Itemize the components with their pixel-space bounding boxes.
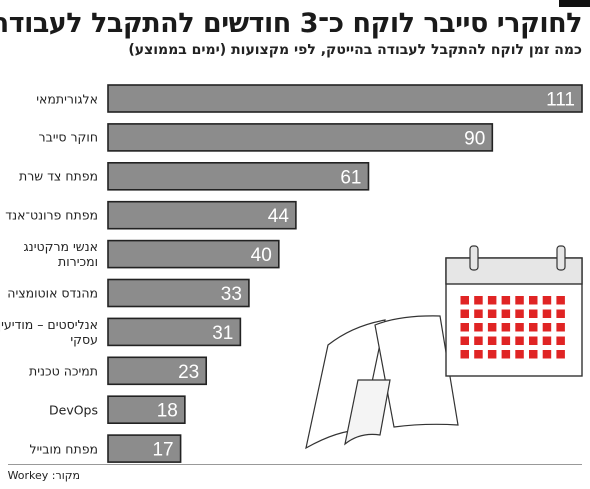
calendar-day-square [515,350,524,359]
category-label-7: אנליסטים – מודיעין עסקי [0,316,98,347]
bar-7 [107,317,242,347]
bar-9-value-label: 18 [157,401,178,422]
calendar-day-square [542,309,552,318]
calendar-day-square [460,336,469,345]
top-accent-rule [559,0,590,7]
calendar-day-square [515,309,524,318]
source-note: מקור: Workey [7,469,80,482]
calendar-day-square [474,309,483,318]
calendar-day-square [501,350,511,359]
paper-sheets-icon [305,315,459,450]
calendar-day-square [487,323,497,332]
bar-8-value-label: 23 [178,362,199,383]
calendar-day-square [487,336,497,345]
calendar-day-square [474,336,483,345]
calendar-day-square [474,296,483,305]
calendar-day-square [515,336,524,345]
calendar-day-square [501,296,511,305]
calendar-day-square [474,323,483,332]
calendar-day-square [556,296,565,305]
calendar-day-square [556,336,565,345]
calendar-day-square [515,296,524,305]
calendar-day-square [460,309,469,318]
calendar-day-square [529,350,538,359]
bar-6-value-label: 33 [221,284,242,305]
category-label-10: מפתח מובייל [29,441,98,457]
bar-2-value-label: 90 [464,128,485,149]
category-label-8: תמיכה טכנית [29,363,98,379]
calendar-day-square [487,309,497,318]
category-label-3: מפתח צד שרת [19,168,98,184]
calendar-day-square [542,296,552,305]
chart-subtitle: כמה זמן לוקח להתקבל לעבודה בהייטק, לפי מ… [128,42,582,58]
category-label-2: חוקר סייבר [38,129,98,145]
calendar-day-square [556,350,565,359]
calendar-day-square [529,309,538,318]
calendar-day-square [515,323,524,332]
calendar-day-square [542,323,552,332]
bar-1-value-label: 111 [546,90,575,111]
category-label-1: אלגוריתמאי [36,91,98,106]
bar-3 [107,162,370,191]
bar-5 [107,239,280,269]
calendar-icon [445,245,583,377]
category-label-6: מהנדס אוטומציה [7,285,98,301]
bar-5-value-label: 40 [251,245,272,266]
calendar-illustration [305,245,583,450]
calendar-day-square [474,350,483,359]
calendar-day-square [529,296,538,305]
calendar-day-square [501,336,511,345]
bar-3-value-label: 61 [340,167,361,188]
calendar-day-square [501,323,511,332]
calendar-day-square [529,323,538,332]
calendar-day-square [460,296,469,305]
category-label-9: DevOps [49,402,98,418]
calendar-day-square [542,336,552,345]
calendar-day-square [487,296,497,305]
calendar-day-square [501,309,511,318]
chart-title: לחוקרי סייבר לוקח כ־3 חודשים להתקבל לעבו… [0,8,583,39]
bar-10-value-label: 17 [152,440,173,461]
calendar-day-square [542,350,552,359]
bottom-rule [8,464,582,465]
bar-4-value-label: 44 [268,206,290,227]
calendar-day-square [556,323,565,332]
bar-4 [107,200,297,230]
bar-10 [107,434,182,463]
bar-7-value-label: 31 [212,323,233,344]
bar-6 [107,278,250,308]
bar-9 [107,395,186,425]
bar-1 [107,84,583,113]
bar-2 [107,123,494,152]
calendar-day-square [460,350,469,359]
category-label-4: מפתח פרונט־אנד [5,207,98,223]
calendar-day-square [556,309,565,318]
calendar-day-square [460,323,469,332]
calendar-day-square [487,350,497,359]
category-label-5: אנשי מרקטינג ומכירות [23,239,98,270]
calendar-day-grid [460,296,565,359]
calendar-day-square [529,336,538,345]
bar-8 [107,356,208,386]
